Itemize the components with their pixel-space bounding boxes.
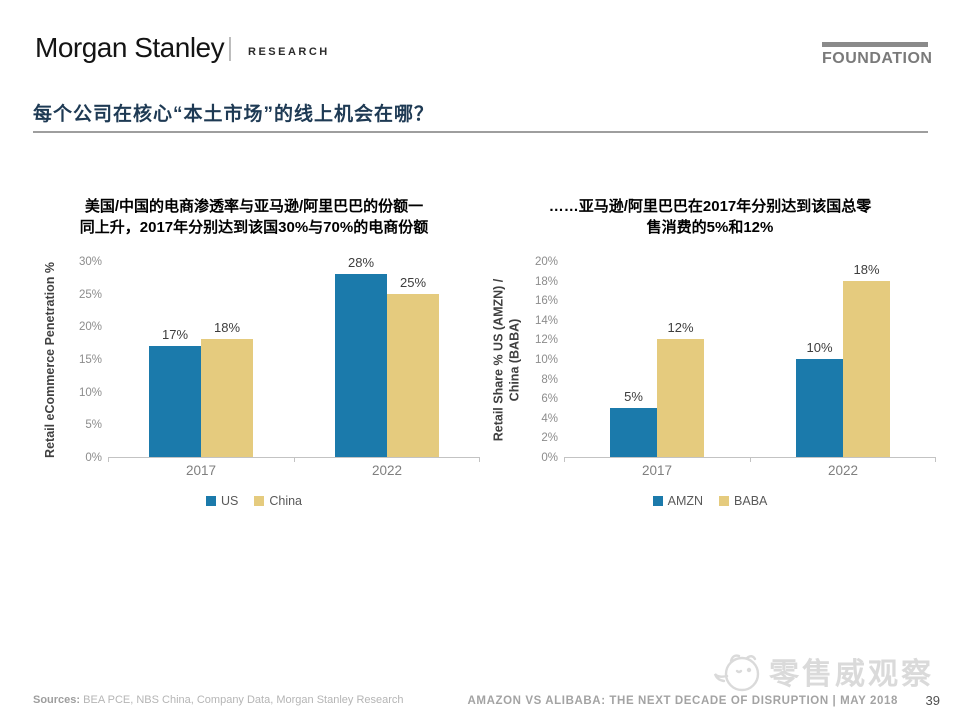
bar-baba-2022: 18% <box>843 262 890 457</box>
chart-title: 美国/中国的电商渗透率与亚马逊/阿里巴巴的份额一 同上升，2017年分别达到该国… <box>79 198 429 236</box>
y-tick-label: 20% <box>78 321 102 334</box>
legend-swatch <box>719 496 730 506</box>
y-tick-label: 5% <box>85 419 102 432</box>
y-tick-label: 30% <box>78 256 102 268</box>
chart-legend: US China <box>28 494 480 508</box>
x-axis-tick <box>935 457 936 462</box>
brand-divider <box>229 37 231 61</box>
y-tick-label: 15% <box>78 354 102 366</box>
bar-value-label: 18% <box>853 261 880 277</box>
y-tick-label: 20% <box>534 256 558 268</box>
chart-body: Retail Share % US (AMZN) / China (BABA) … <box>484 256 936 464</box>
page-number: 39 <box>925 693 940 708</box>
bar-value-label: 5% <box>624 389 643 404</box>
x-category-label: 2017 <box>185 463 217 478</box>
y-tick-label: 10% <box>78 386 102 399</box>
plot-area: 5% 12% 10% 18% <box>564 262 936 462</box>
morgan-stanley-logo: Morgan Stanley <box>35 32 225 63</box>
watermark-text: 零售威观察 <box>769 658 934 691</box>
legend-item-us: US <box>205 494 238 508</box>
watermark: 零售威观察 <box>711 648 934 694</box>
x-axis-labels: 2017 2022 <box>108 458 480 478</box>
bar-group-2022: 28% 25% <box>335 255 439 457</box>
x-axis-tick <box>108 457 109 462</box>
bar-group-2017: 5% 12% <box>610 320 704 457</box>
y-axis-label: Retail Share % US (AMZN) / China (BABA) <box>491 278 521 442</box>
foundation-logo: FOUNDATION <box>822 42 933 68</box>
bar-amzn-2022: 10% <box>796 340 843 457</box>
bar-group-2017: 17% 18% <box>149 320 253 457</box>
y-tick-label: 0% <box>85 452 102 464</box>
y-tick-label: 12% <box>534 334 558 347</box>
page-title: 每个公司在核心“本土市场”的线上机会在哪？ <box>33 104 435 125</box>
chart-body: Retail eCommerce Penetration % 0% 5% 10% 15… <box>28 255 480 464</box>
legend-swatch <box>652 496 663 506</box>
bar-value-label: 17% <box>161 326 189 342</box>
bar-china-2022: 25% <box>387 275 439 457</box>
bar-value-label: 25% <box>399 274 427 290</box>
x-axis-tick <box>564 457 565 462</box>
bar-us-2022: 28% <box>335 255 387 457</box>
x-axis-tick <box>479 457 480 462</box>
bar-value-label: 12% <box>667 320 694 336</box>
legend-swatch <box>205 496 216 506</box>
watermark-logo-icon <box>713 654 760 692</box>
chart-title: ……亚马逊/阿里巴巴在2017年分别达到该国总零 售消费的5%和12% <box>548 198 872 236</box>
foundation-label: FOUNDATION <box>822 50 933 67</box>
bar-group-2022: 10% 18% <box>796 262 890 457</box>
y-tick-label: 14% <box>534 314 558 327</box>
y-axis-ticks: 0% 2% 4% 6% 8% 10% 12% 14% 16% 18% 20% <box>530 256 564 464</box>
bar-value-label: 28% <box>347 255 375 271</box>
y-tick-label: 16% <box>534 295 558 308</box>
x-axis-labels: 2017 2022 <box>564 458 936 478</box>
y-axis-label-column: Retail eCommerce Penetration % <box>28 262 74 458</box>
x-axis-tick <box>750 457 751 462</box>
bar-us-2017: 17% <box>149 327 201 457</box>
y-tick-label: 18% <box>534 275 558 288</box>
y-axis-label-column: Retail Share % US (AMZN) / China (BABA) <box>484 262 530 458</box>
bar-baba-2017: 12% <box>657 320 704 457</box>
legend-item-baba: BABA <box>719 494 767 508</box>
y-tick-label: 0% <box>541 452 558 464</box>
y-tick-label: 25% <box>78 288 102 301</box>
x-category-label: 2022 <box>371 463 403 478</box>
plot-area: 17% 18% 28% 25% <box>108 255 480 462</box>
y-tick-label: 2% <box>541 432 558 445</box>
x-category-label: 2022 <box>827 463 859 478</box>
y-tick-label: 10% <box>534 354 558 366</box>
bar-value-label: 18% <box>213 320 241 336</box>
title-underline <box>33 131 928 133</box>
chart-amzn-baba-share: ……亚马逊/阿里巴巴在2017年分别达到该国总零 售消费的5%和12% Reta… <box>484 196 936 508</box>
foundation-bar <box>822 42 928 47</box>
x-axis-tick <box>294 457 295 462</box>
x-category-label: 2017 <box>641 463 673 478</box>
chart-legend: AMZN BABA <box>484 494 936 508</box>
bar-amzn-2017: 5% <box>610 389 657 457</box>
sources-value: BEA PCE, NBS China, Company Data, Morgan… <box>83 694 404 706</box>
sources-label: Sources: <box>33 694 81 706</box>
y-tick-label: 4% <box>541 412 558 425</box>
bar-china-2017: 18% <box>201 320 253 457</box>
legend-item-china: China <box>254 494 302 508</box>
bar-value-label: 10% <box>806 340 833 355</box>
y-axis-ticks: 0% 5% 10% 15% 20% 25% 30% <box>74 256 108 464</box>
research-label: RESEARCH <box>248 46 330 58</box>
legend-swatch <box>254 496 265 506</box>
sources-text: Sources: BEA PCE, NBS China, Company Dat… <box>33 694 404 706</box>
report-footer-title: AMAZON VS ALIBABA: THE NEXT DECADE OF DI… <box>467 695 898 707</box>
chart-us-china-penetration: 美国/中国的电商渗透率与亚马逊/阿里巴巴的份额一 同上升，2017年分别达到该国… <box>28 196 480 508</box>
legend-item-amzn: AMZN <box>652 494 703 508</box>
y-axis-label: Retail eCommerce Penetration % <box>43 262 58 458</box>
y-tick-label: 6% <box>541 393 558 406</box>
y-tick-label: 8% <box>541 373 558 386</box>
